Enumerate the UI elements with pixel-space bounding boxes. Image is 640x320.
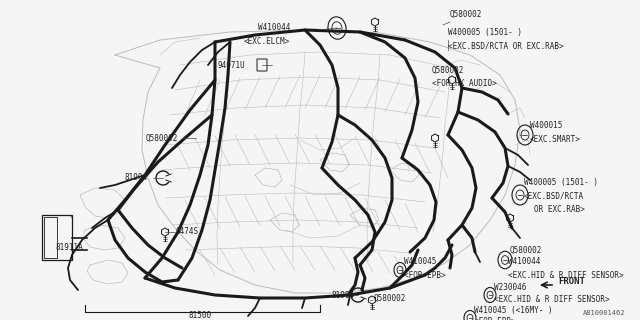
Text: 81904: 81904 <box>125 173 148 182</box>
Text: 0474S: 0474S <box>175 228 198 236</box>
Text: 94071U: 94071U <box>217 60 245 69</box>
Text: Q580002: Q580002 <box>510 245 542 254</box>
Text: Q580002: Q580002 <box>432 66 465 75</box>
Text: W410044: W410044 <box>258 23 290 33</box>
Text: Q580002: Q580002 <box>146 133 178 142</box>
Text: W400005 (1501- ): W400005 (1501- ) <box>524 178 598 187</box>
Text: <EXC.ELCM>: <EXC.ELCM> <box>244 37 290 46</box>
Text: <FOR HK AUDIO>: <FOR HK AUDIO> <box>432 79 497 89</box>
Text: OR EXC.RAB>: OR EXC.RAB> <box>534 205 585 214</box>
Text: 81904: 81904 <box>332 291 355 300</box>
Text: W400015: W400015 <box>530 121 563 130</box>
Text: A810001462: A810001462 <box>582 310 625 316</box>
Text: W410045 (<16MY- ): W410045 (<16MY- ) <box>474 306 552 315</box>
Text: W410044: W410044 <box>508 258 540 267</box>
Text: Q580002: Q580002 <box>374 293 406 302</box>
Text: W400005 (1501- ): W400005 (1501- ) <box>448 28 522 36</box>
Text: <FOR EPB>: <FOR EPB> <box>404 270 445 279</box>
Text: <EXC.SMART>: <EXC.SMART> <box>530 135 581 145</box>
Text: Q580002: Q580002 <box>450 10 483 19</box>
Text: <EXC.HID & R DIFF SENSOR>: <EXC.HID & R DIFF SENSOR> <box>508 270 623 279</box>
Text: <EXC.BSD/RCTA OR EXC.RAB>: <EXC.BSD/RCTA OR EXC.RAB> <box>448 42 564 51</box>
Text: <FOR EPB>: <FOR EPB> <box>474 317 516 320</box>
Text: <EXC.HID & R DIFF SENSOR>: <EXC.HID & R DIFF SENSOR> <box>494 295 610 305</box>
Text: 81911A: 81911A <box>55 244 83 252</box>
Text: <EXC.BSD/RCTA: <EXC.BSD/RCTA <box>524 191 584 201</box>
Text: W410045: W410045 <box>404 258 436 267</box>
Text: W230046: W230046 <box>494 283 526 292</box>
Text: FRONT: FRONT <box>558 277 585 286</box>
Text: 81500: 81500 <box>188 311 212 320</box>
